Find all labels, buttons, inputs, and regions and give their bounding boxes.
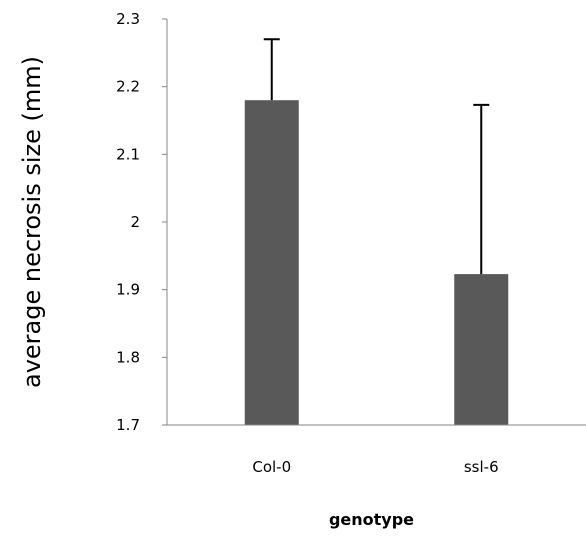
y-tick-label: 2.1	[116, 145, 140, 163]
error-bars	[263, 38, 490, 275]
y-tick-label: 1.8	[116, 348, 140, 366]
y-tick-label: 2.3	[116, 10, 140, 28]
y-tick-label: 1.7	[116, 416, 140, 434]
x-category-label: Col-0	[252, 458, 291, 476]
x-axis-categories: Col-0 ssl-6	[252, 458, 498, 476]
y-tick-label: 2.2	[116, 78, 140, 96]
y-tick-label: 2	[130, 213, 140, 231]
y-tick-label: 1.9	[116, 281, 140, 299]
bar-ssl-6	[454, 274, 509, 425]
bars	[244, 100, 509, 425]
y-axis-ticks: 1.7 1.8 1.9 2 2.1 2.2 2.3	[116, 10, 167, 434]
x-category-label: ssl-6	[464, 458, 499, 476]
bar-col-0	[244, 100, 299, 425]
x-axis-label: genotype	[329, 510, 414, 529]
y-axis-label: average necrosis size (mm)	[18, 56, 46, 388]
